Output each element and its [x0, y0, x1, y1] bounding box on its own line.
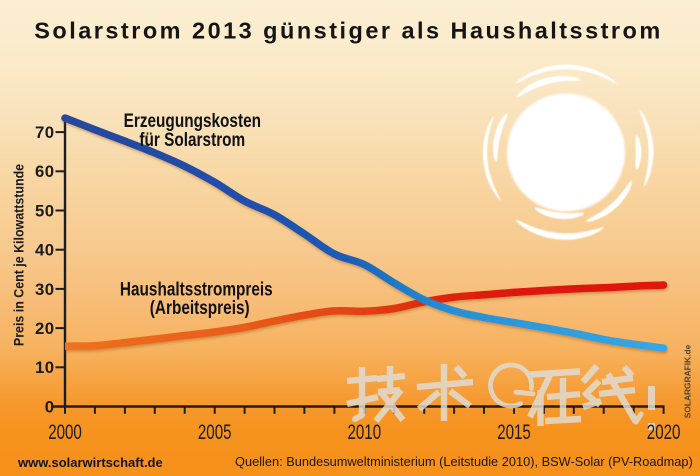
svg-text:für Solarstrom: für Solarstrom	[139, 128, 245, 150]
svg-text:Preis in Cent je Kilowattstund: Preis in Cent je Kilowattstunde	[11, 164, 27, 346]
svg-text:30: 30	[35, 280, 54, 299]
svg-text:2000: 2000	[48, 419, 82, 443]
svg-text:0: 0	[45, 397, 55, 416]
svg-text:Solarstrom 2013 günstiger als: Solarstrom 2013 günstiger als Haushaltss…	[34, 18, 662, 44]
svg-text:2020: 2020	[647, 419, 681, 443]
svg-text:70: 70	[35, 123, 54, 142]
svg-text:2015: 2015	[497, 419, 531, 443]
svg-text:10: 10	[35, 358, 54, 377]
svg-text:www.solarwirtschaft.de: www.solarwirtschaft.de	[17, 455, 163, 470]
svg-text:50: 50	[35, 201, 54, 220]
svg-text:40: 40	[35, 241, 54, 260]
svg-text:2010: 2010	[347, 419, 381, 443]
svg-text:Erzeugungskosten: Erzeugungskosten	[124, 109, 261, 131]
svg-text:Haushaltsstrompreis: Haushaltsstrompreis	[120, 278, 273, 300]
svg-text:60: 60	[35, 162, 54, 181]
svg-text:Quellen: Bundesumweltministeri: Quellen: Bundesumweltministerium (Leitst…	[235, 454, 693, 469]
svg-text:2005: 2005	[198, 419, 232, 443]
svg-text:(Arbeitspreis): (Arbeitspreis)	[150, 296, 250, 318]
svg-text:SOLARGRAFIK.de: SOLARGRAFIK.de	[683, 344, 693, 418]
svg-text:20: 20	[35, 319, 54, 338]
